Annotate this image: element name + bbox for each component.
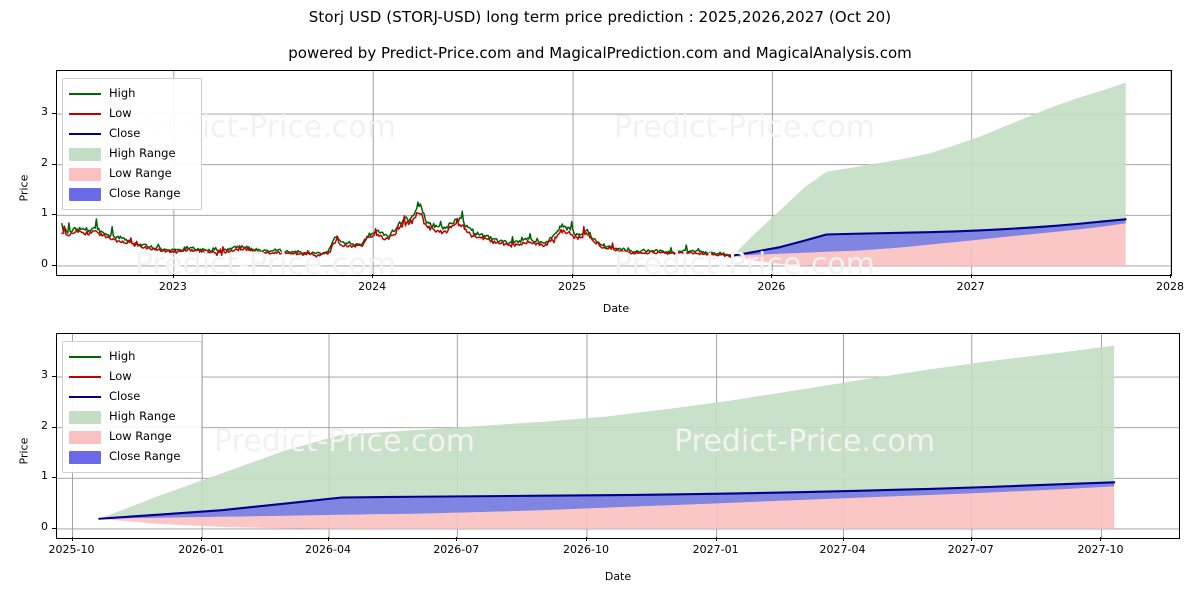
top-chart-legend-line-swatch-icon bbox=[69, 88, 101, 100]
y-tick-mark bbox=[52, 477, 56, 479]
x-tick-mark bbox=[970, 274, 972, 278]
bottom-chart-legend-label: High bbox=[109, 349, 136, 364]
y-tick-mark bbox=[52, 426, 56, 428]
top-chart-plot-area: Predict-Price.com Predict-Price.com Predic… bbox=[56, 70, 1172, 276]
bottom-chart-legend-label: Close Range bbox=[109, 449, 181, 464]
x-tick-mark bbox=[372, 274, 374, 278]
y-tick-mark bbox=[52, 113, 56, 115]
y-tick-mark bbox=[52, 376, 56, 378]
top-chart-legend-label: Close bbox=[109, 126, 141, 141]
bottom-chart-legend-label: Low Range bbox=[109, 429, 172, 444]
top-chart-legend-patch-swatch-icon bbox=[69, 187, 101, 201]
x-tick-label: 2027-04 bbox=[819, 543, 866, 556]
bottom-chart-legend-label: Close bbox=[109, 389, 141, 404]
x-tick-mark bbox=[1100, 537, 1102, 541]
x-tick-mark bbox=[842, 537, 844, 541]
bottom-chart-legend-label: High Range bbox=[109, 409, 176, 424]
top-chart-legend-item-high[interactable]: High bbox=[69, 84, 194, 104]
top-chart-legend-item-close[interactable]: Close bbox=[69, 124, 194, 144]
x-tick-label: 2026-04 bbox=[305, 543, 352, 556]
top-chart-legend-label: Close Range bbox=[109, 186, 181, 201]
bottom-chart-x-axis-label: Date bbox=[604, 570, 632, 583]
x-tick-mark bbox=[71, 537, 73, 541]
top-chart-legend-label: Low bbox=[109, 106, 132, 121]
top-chart-legend-item-high-range[interactable]: High Range bbox=[69, 144, 194, 164]
top-chart-x-axis-label: Date bbox=[602, 302, 630, 315]
y-tick-label: 1 bbox=[41, 206, 48, 220]
y-tick-label: 3 bbox=[41, 105, 48, 119]
x-tick-label: 2026-01 bbox=[178, 543, 225, 556]
top-chart-y-axis-label: Price bbox=[17, 174, 31, 202]
x-tick-mark bbox=[1170, 274, 1171, 278]
page-title: Storj USD (STORJ-USD) long term price pr… bbox=[308, 8, 892, 26]
x-tick-mark bbox=[172, 274, 174, 278]
x-tick-mark bbox=[328, 537, 330, 541]
y-tick-label: 2 bbox=[41, 418, 48, 432]
y-tick-mark bbox=[52, 527, 56, 529]
y-tick-label: 0 bbox=[41, 256, 48, 270]
x-tick-mark bbox=[715, 537, 717, 541]
x-tick-mark bbox=[970, 537, 972, 541]
bottom-chart-legend-patch-swatch-icon bbox=[69, 430, 101, 444]
x-tick-label: 2023 bbox=[158, 280, 187, 293]
bottom-chart-legend-label: Low bbox=[109, 369, 132, 384]
y-tick-label: 2 bbox=[41, 155, 48, 169]
x-tick-mark bbox=[201, 537, 203, 541]
x-tick-mark bbox=[572, 274, 574, 278]
top-chart-legend-patch-swatch-icon bbox=[69, 167, 101, 181]
x-tick-mark bbox=[771, 274, 773, 278]
bottom-chart-legend-line-swatch-icon bbox=[69, 371, 101, 383]
y-tick-label: 1 bbox=[41, 469, 48, 483]
bottom-chart-legend-item-close-range[interactable]: Close Range bbox=[69, 447, 194, 467]
x-tick-label: 2025 bbox=[558, 280, 587, 293]
bottom-chart-legend-patch-swatch-icon bbox=[69, 450, 101, 464]
top-chart-legend-item-low[interactable]: Low bbox=[69, 104, 194, 124]
top-chart-legend[interactable]: High Low Close High Range Low Range Close Ran… bbox=[62, 78, 202, 210]
bottom-chart-legend-item-low-range[interactable]: Low Range bbox=[69, 427, 194, 447]
bottom-chart-legend[interactable]: High Low Close High Range Low Range Close Ran… bbox=[62, 341, 202, 473]
top-chart-legend-label: Low Range bbox=[109, 166, 172, 181]
x-tick-label: 2027-10 bbox=[1077, 543, 1124, 556]
top-chart-legend-item-close-range[interactable]: Close Range bbox=[69, 184, 194, 204]
y-tick-mark bbox=[52, 264, 56, 266]
bottom-chart-legend-item-high-range[interactable]: High Range bbox=[69, 407, 194, 427]
top-chart-legend-item-low-range[interactable]: Low Range bbox=[69, 164, 194, 184]
bottom-chart-legend-item-high[interactable]: High bbox=[69, 347, 194, 367]
bottom-chart-panel: Price Predict-Price.com Predict-Price.com… bbox=[0, 325, 1200, 600]
top-chart-legend-patch-swatch-icon bbox=[69, 147, 101, 161]
top-chart-legend-line-swatch-icon bbox=[69, 108, 101, 120]
x-tick-label: 2026-07 bbox=[433, 543, 480, 556]
x-tick-mark bbox=[456, 537, 458, 541]
bottom-chart-plot-area: Predict-Price.com Predict-Price.com bbox=[56, 333, 1180, 539]
x-tick-label: 2027-01 bbox=[692, 543, 739, 556]
x-tick-label: 2027-07 bbox=[947, 543, 994, 556]
y-tick-mark bbox=[52, 163, 56, 165]
x-tick-label: 2025-10 bbox=[48, 543, 95, 556]
bottom-chart-legend-item-low[interactable]: Low bbox=[69, 367, 194, 387]
x-tick-label: 2027 bbox=[956, 280, 985, 293]
x-tick-label: 2024 bbox=[358, 280, 387, 293]
x-tick-label: 2028 bbox=[1156, 280, 1184, 293]
y-tick-label: 0 bbox=[41, 519, 48, 533]
bottom-chart-legend-line-swatch-icon bbox=[69, 391, 101, 403]
top-chart-legend-label: High Range bbox=[109, 146, 176, 161]
x-tick-mark bbox=[585, 537, 587, 541]
y-tick-mark bbox=[52, 214, 56, 216]
bottom-chart-legend-line-swatch-icon bbox=[69, 351, 101, 363]
top-chart-legend-line-swatch-icon bbox=[69, 128, 101, 140]
y-tick-label: 3 bbox=[41, 368, 48, 382]
top-chart-legend-label: High bbox=[109, 86, 136, 101]
top-chart-panel: Price Predict-Price.com Predict-Price.com… bbox=[17, 70, 1184, 315]
bottom-chart-legend-patch-swatch-icon bbox=[69, 410, 101, 424]
x-tick-label: 2026 bbox=[757, 280, 786, 293]
x-tick-label: 2026-10 bbox=[563, 543, 609, 556]
page-subtitle: powered by Predict-Price.com and Magical… bbox=[288, 44, 912, 62]
bottom-chart-y-axis-label: Price bbox=[17, 437, 31, 465]
bottom-chart-legend-item-close[interactable]: Close bbox=[69, 387, 194, 407]
